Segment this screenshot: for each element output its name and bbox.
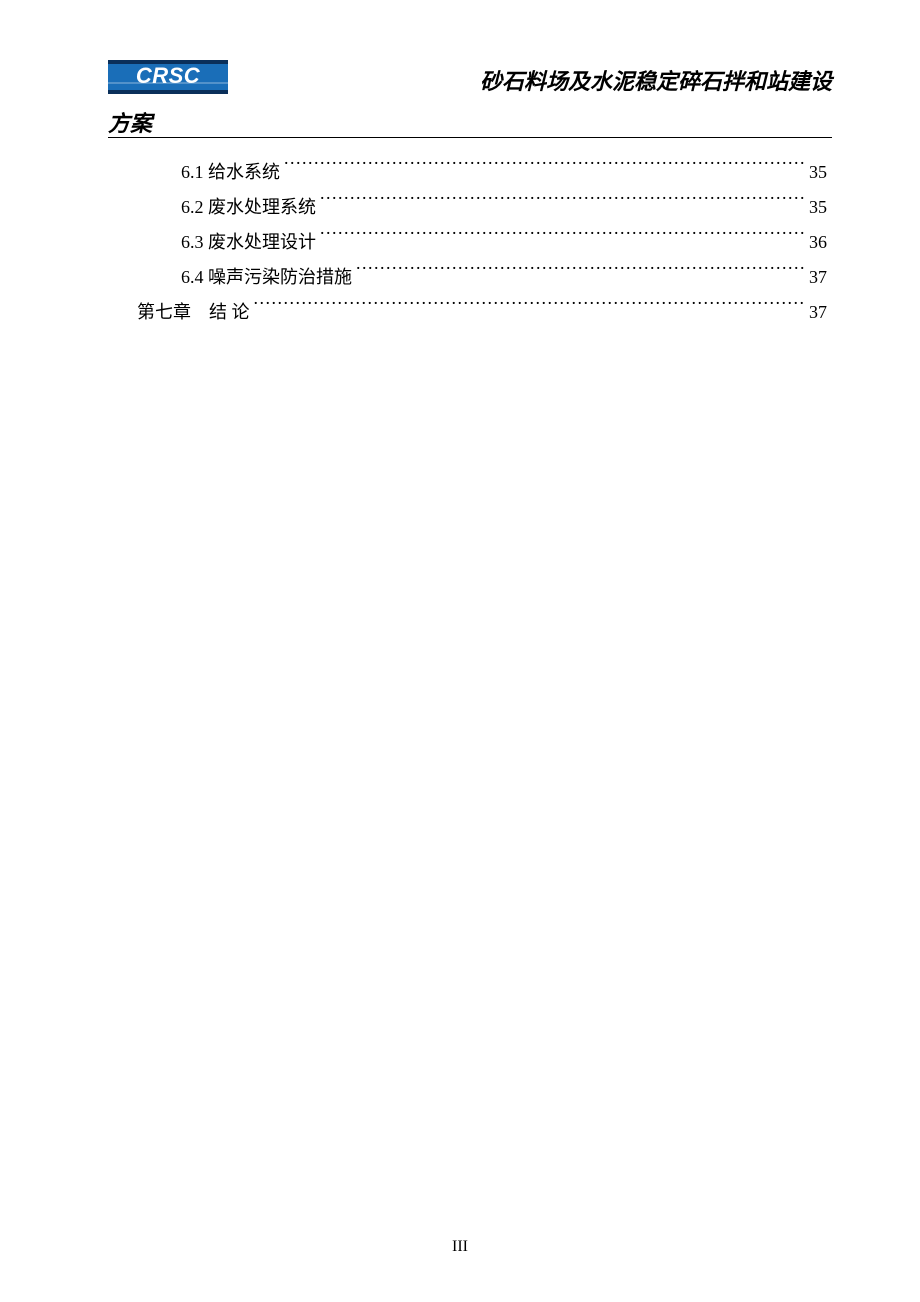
table-of-contents: 6.1 给水系统356.2 废水处理系统356.3 废水处理设计366.4 噪声… <box>137 155 827 330</box>
toc-entry-page: 36 <box>805 225 827 260</box>
toc-row: 第七章 结 论 37 <box>137 295 827 330</box>
toc-entry-title: 6.3 废水处理设计 <box>181 225 320 260</box>
document-page: CRSC 砂石料场及水泥稳定碎石拌和站建设 方案 6.1 给水系统356.2 废… <box>0 0 920 1302</box>
crsc-logo-text: CRSC <box>136 65 200 87</box>
header-rule <box>108 137 832 138</box>
toc-row: 6.1 给水系统 35 <box>137 155 827 190</box>
toc-entry-page: 37 <box>805 295 827 330</box>
toc-entry-page: 37 <box>805 260 827 295</box>
toc-leader-dots <box>284 160 805 178</box>
page-number: III <box>452 1238 468 1255</box>
toc-row: 6.2 废水处理系统 35 <box>137 190 827 225</box>
toc-leader-dots <box>356 265 805 283</box>
toc-entry-page: 35 <box>805 155 827 190</box>
toc-row: 6.4 噪声污染防治措施 37 <box>137 260 827 295</box>
toc-leader-dots <box>320 230 805 248</box>
toc-row: 6.3 废水处理设计 36 <box>137 225 827 260</box>
header-title-right: 砂石料场及水泥稳定碎石拌和站建设 <box>480 64 832 96</box>
toc-entry-page: 35 <box>805 190 827 225</box>
page-header: CRSC 砂石料场及水泥稳定碎石拌和站建设 方案 <box>108 60 832 94</box>
crsc-logo: CRSC <box>108 60 228 94</box>
toc-entry-title: 第七章 结 论 <box>137 295 254 330</box>
toc-leader-dots <box>320 195 805 213</box>
page-footer: III <box>0 1238 920 1256</box>
header-title-left-sub: 方案 <box>108 106 152 138</box>
toc-entry-title: 6.1 给水系统 <box>181 155 284 190</box>
toc-entry-title: 6.4 噪声污染防治措施 <box>181 260 356 295</box>
toc-entry-title: 6.2 废水处理系统 <box>181 190 320 225</box>
toc-leader-dots <box>254 300 806 318</box>
